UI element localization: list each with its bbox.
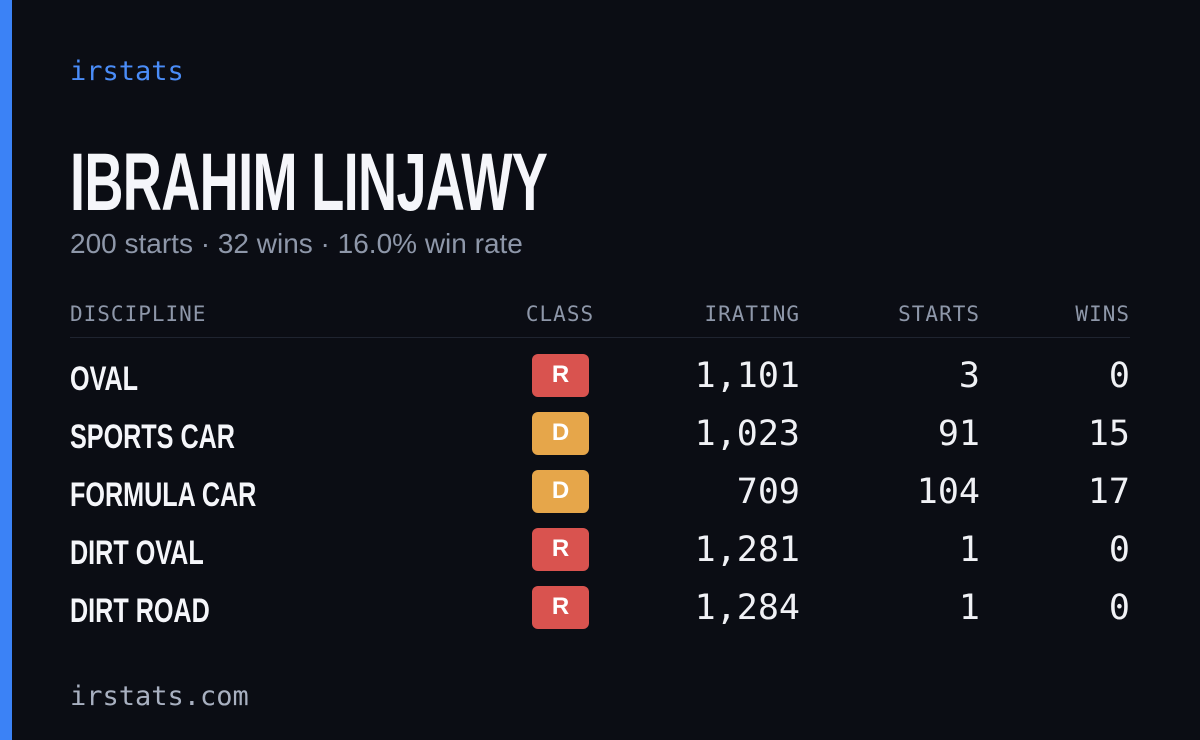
column-header: CLASS — [525, 302, 595, 326]
class-badge: R — [532, 354, 589, 397]
starts: 91 — [937, 414, 980, 454]
discipline: OVAL — [70, 360, 139, 398]
irating: 1,023 — [694, 414, 800, 454]
starts: 1 — [958, 588, 980, 628]
class-badge: R — [532, 528, 589, 571]
wins: 0 — [1108, 356, 1130, 396]
discipline: DIRT OVAL — [70, 534, 204, 572]
column-header: STARTS — [898, 302, 980, 326]
starts: 104 — [916, 472, 980, 512]
starts: 3 — [958, 356, 980, 396]
class-badge: D — [532, 412, 589, 455]
wins: 0 — [1108, 530, 1130, 570]
wins: 15 — [1087, 414, 1130, 454]
header-rule — [70, 337, 1130, 338]
driver-name: IBRAHIM LINJAWY — [70, 137, 548, 228]
column-header: IRATING — [704, 302, 800, 326]
irating: 1,281 — [694, 530, 800, 570]
column-header: WINS — [1075, 302, 1130, 326]
class-badge: R — [532, 586, 589, 629]
starts: 1 — [958, 530, 980, 570]
irating: 1,101 — [694, 356, 800, 396]
discipline: SPORTS CAR — [70, 418, 235, 456]
class-badge: D — [532, 470, 589, 513]
footer: irstats.com — [70, 681, 249, 712]
accent-bar — [0, 0, 12, 740]
discipline: FORMULA CAR — [70, 476, 257, 514]
irating: 709 — [736, 472, 800, 512]
wins: 17 — [1087, 472, 1130, 512]
brand: irstats — [70, 56, 184, 87]
discipline: DIRT ROAD — [70, 592, 210, 630]
summary: 200 starts · 32 wins · 16.0% win rate — [70, 228, 523, 259]
irating: 1,284 — [694, 588, 800, 628]
column-header: DISCIPLINE — [70, 302, 207, 326]
wins: 0 — [1108, 588, 1130, 628]
